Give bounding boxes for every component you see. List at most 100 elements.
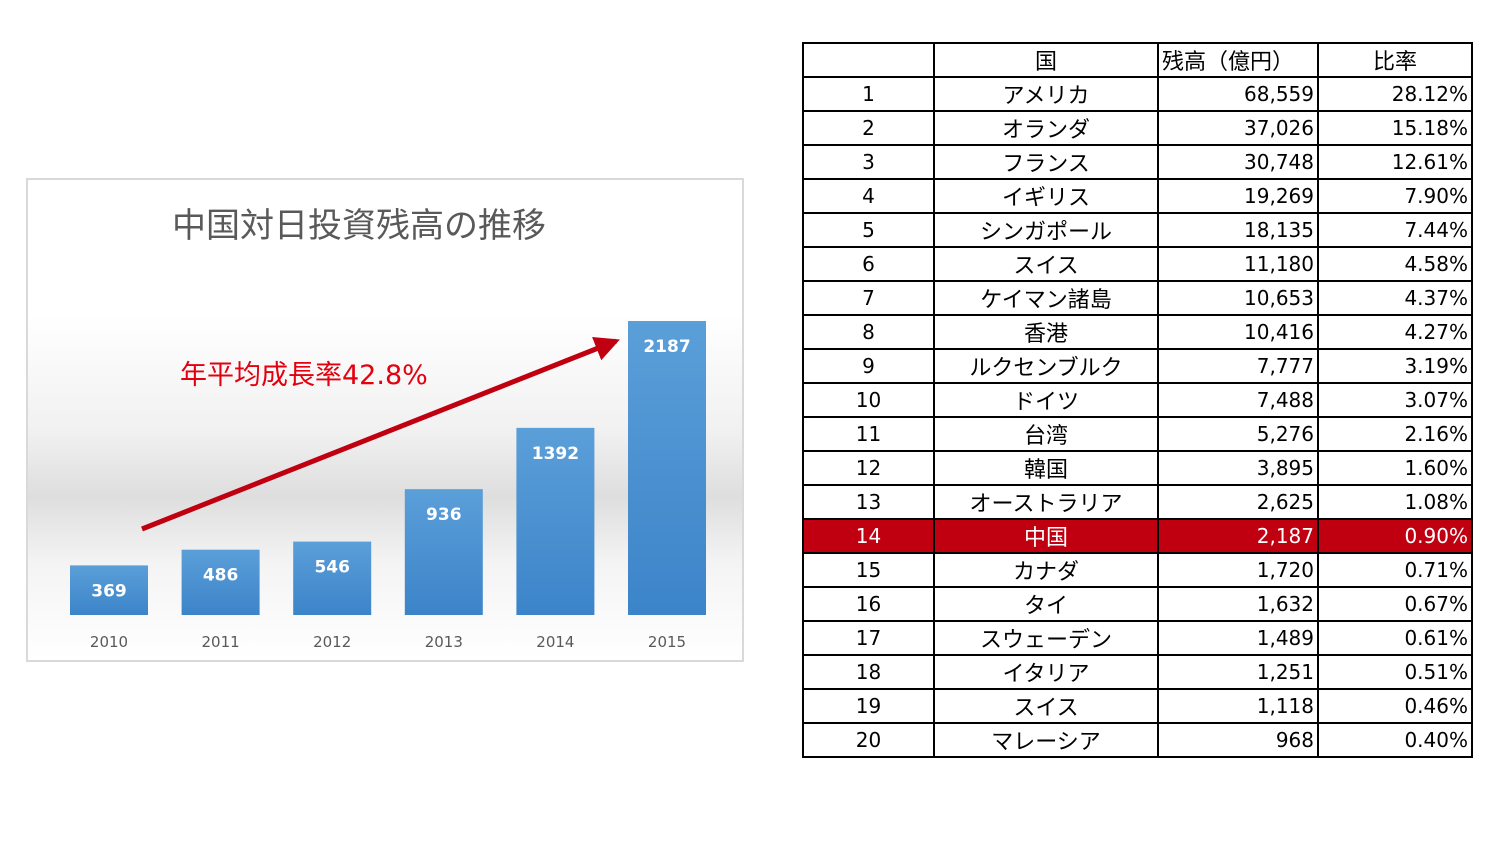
country-cell: スウェーデン <box>933 620 1159 656</box>
balance-cell: 68,559 <box>1157 76 1319 112</box>
table-row: 14 中国 2,187 0.90% <box>802 518 1473 554</box>
table-row: 4 イギリス 19,269 7.90% <box>802 178 1473 214</box>
rank-cell: 5 <box>802 212 935 248</box>
rank-cell: 1 <box>802 76 935 112</box>
balance-cell: 18,135 <box>1157 212 1319 248</box>
country-cell: イタリア <box>933 654 1159 690</box>
country-cell: オーストラリア <box>933 484 1159 520</box>
ratio-cell: 4.27% <box>1317 314 1473 350</box>
ratio-cell: 1.08% <box>1317 484 1473 520</box>
balance-cell: 1,632 <box>1157 586 1319 622</box>
table-row: 18 イタリア 1,251 0.51% <box>802 654 1473 690</box>
rank-cell: 4 <box>802 178 935 214</box>
table-row: 1 アメリカ 68,559 28.12% <box>802 76 1473 112</box>
ranking-table: 国 残高（億円） 比率 1 アメリカ 68,559 28.12% 2 オランダ 37,026… <box>802 42 1473 758</box>
x-tick-label: 2010 <box>90 633 128 651</box>
rank-cell: 8 <box>802 314 935 350</box>
ratio-cell: 12.61% <box>1317 144 1473 180</box>
bar-2012 <box>293 541 372 615</box>
country-cell: 韓国 <box>933 450 1159 486</box>
balance-cell: 11,180 <box>1157 246 1319 282</box>
country-cell: ドイツ <box>933 382 1159 418</box>
rank-cell: 11 <box>802 416 935 452</box>
country-cell: イギリス <box>933 178 1159 214</box>
table-row: 3 フランス 30,748 12.61% <box>802 144 1473 180</box>
rank-cell: 13 <box>802 484 935 520</box>
country-cell: 台湾 <box>933 416 1159 452</box>
table-row: 16 タイ 1,632 0.67% <box>802 586 1473 622</box>
table-row: 10 ドイツ 7,488 3.07% <box>802 382 1473 418</box>
country-cell: フランス <box>933 144 1159 180</box>
rank-cell: 16 <box>802 586 935 622</box>
rank-cell: 15 <box>802 552 935 588</box>
x-tick-label: 2012 <box>313 633 351 651</box>
rank-cell: 3 <box>802 144 935 180</box>
ratio-cell: 15.18% <box>1317 110 1473 146</box>
data-label: 1392 <box>532 444 579 464</box>
ratio-cell: 4.37% <box>1317 280 1473 316</box>
header-country: 国 <box>933 42 1159 78</box>
ratio-cell: 3.07% <box>1317 382 1473 418</box>
table-row: 15 カナダ 1,720 0.71% <box>802 552 1473 588</box>
data-label: 369 <box>91 581 127 601</box>
balance-cell: 2,187 <box>1157 518 1319 554</box>
rank-cell: 6 <box>802 246 935 282</box>
ratio-cell: 0.61% <box>1317 620 1473 656</box>
balance-cell: 7,488 <box>1157 382 1319 418</box>
ratio-cell: 7.90% <box>1317 178 1473 214</box>
balance-cell: 30,748 <box>1157 144 1319 180</box>
data-label: 546 <box>314 558 350 578</box>
bar-2015 <box>628 321 706 615</box>
table-row: 20 マレーシア 968 0.40% <box>802 722 1473 758</box>
ratio-cell: 28.12% <box>1317 76 1473 112</box>
chart-title: 中国対日投資残高の推移 <box>172 206 546 246</box>
x-tick-label: 2013 <box>425 633 463 651</box>
country-cell: 中国 <box>933 518 1159 554</box>
country-cell: ルクセンブルク <box>933 348 1159 384</box>
rank-cell: 18 <box>802 654 935 690</box>
table-row: 2 オランダ 37,026 15.18% <box>802 110 1473 146</box>
rank-cell: 2 <box>802 110 935 146</box>
data-label: 936 <box>426 505 462 525</box>
balance-cell: 7,777 <box>1157 348 1319 384</box>
x-tick-label: 2015 <box>648 633 686 651</box>
balance-cell: 1,118 <box>1157 688 1319 724</box>
rank-cell: 19 <box>802 688 935 724</box>
chart-panel: 中国対日投資残高の推移 369 486 546 936 1392 2187 2010 201… <box>26 178 744 662</box>
balance-cell: 1,489 <box>1157 620 1319 656</box>
table-row: 5 シンガポール 18,135 7.44% <box>802 212 1473 248</box>
country-cell: カナダ <box>933 552 1159 588</box>
ratio-cell: 0.46% <box>1317 688 1473 724</box>
growth-annotation: 年平均成長率42.8% <box>180 360 428 391</box>
balance-cell: 1,251 <box>1157 654 1319 690</box>
country-cell: アメリカ <box>933 76 1159 112</box>
country-cell: スイス <box>933 688 1159 724</box>
rank-cell: 20 <box>802 722 935 758</box>
rank-cell: 17 <box>802 620 935 656</box>
country-cell: オランダ <box>933 110 1159 146</box>
bar-chart: 369 486 546 936 1392 2187 2010 2011 2012 2013 201… <box>70 321 706 651</box>
header-ratio: 比率 <box>1317 42 1473 78</box>
x-tick-label: 2011 <box>202 633 240 651</box>
table-row: 12 韓国 3,895 1.60% <box>802 450 1473 486</box>
bar-2010 <box>70 565 148 615</box>
country-cell: シンガポール <box>933 212 1159 248</box>
ratio-cell: 3.19% <box>1317 348 1473 384</box>
table-row: 9 ルクセンブルク 7,777 3.19% <box>802 348 1473 384</box>
rank-cell: 14 <box>802 518 935 554</box>
balance-cell: 10,653 <box>1157 280 1319 316</box>
rank-cell: 7 <box>802 280 935 316</box>
balance-cell: 3,895 <box>1157 450 1319 486</box>
table-row: 7 ケイマン諸島 10,653 4.37% <box>802 280 1473 316</box>
table-row: 13 オーストラリア 2,625 1.08% <box>802 484 1473 520</box>
balance-cell: 37,026 <box>1157 110 1319 146</box>
ratio-cell: 0.90% <box>1317 518 1473 554</box>
ratio-cell: 0.71% <box>1317 552 1473 588</box>
ratio-cell: 2.16% <box>1317 416 1473 452</box>
ratio-cell: 4.58% <box>1317 246 1473 282</box>
table-header-row: 国 残高（億円） 比率 <box>802 42 1473 78</box>
trend-arrow <box>141 337 620 532</box>
balance-cell: 968 <box>1157 722 1319 758</box>
table-row: 11 台湾 5,276 2.16% <box>802 416 1473 452</box>
rank-cell: 9 <box>802 348 935 384</box>
